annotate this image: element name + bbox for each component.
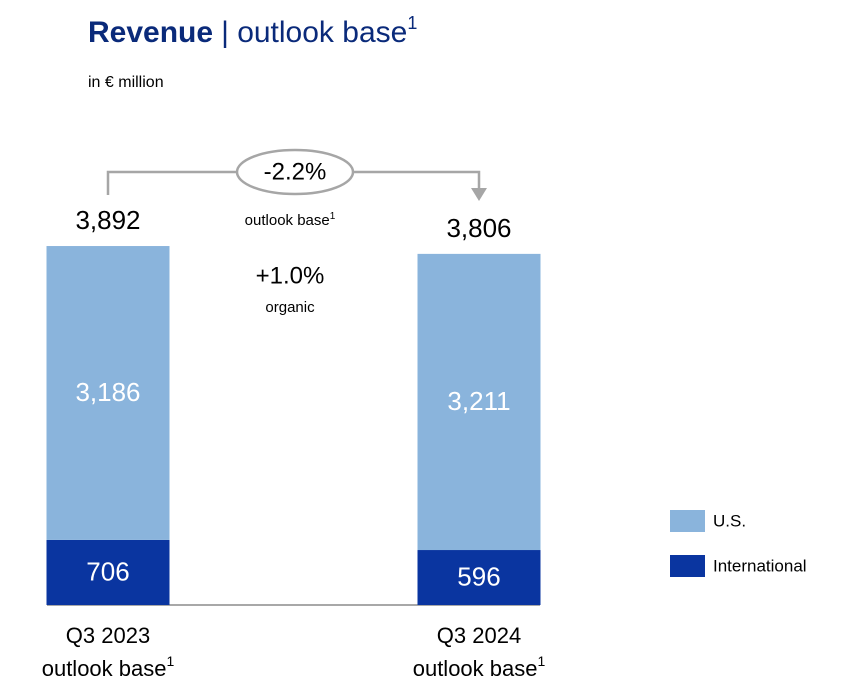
bar-segment [46, 246, 170, 540]
organic-label: +1.0% [256, 262, 325, 289]
footnote-mark: 1 [407, 13, 417, 33]
title-rest: | outlook base [221, 16, 407, 49]
segment-label: 3,186 [75, 377, 140, 407]
legend-label: International [713, 556, 807, 575]
footnote-mark: 1 [537, 653, 545, 669]
bracket-right [353, 170, 481, 190]
segment-label: 596 [457, 561, 500, 591]
note: outlook base [42, 656, 167, 681]
x-tick-label: Q3 2024 [437, 623, 521, 648]
bracket-left [106, 170, 237, 195]
legend-label: U.S. [713, 511, 746, 530]
bar-segment [46, 539, 170, 605]
legend-swatch [670, 510, 705, 532]
x-tick-note: outlook base1 [42, 653, 175, 681]
total-label: 3,892 [75, 205, 140, 235]
segment-label: 706 [86, 556, 129, 586]
segment-label: 3,211 [447, 386, 510, 416]
title-main: Revenue [88, 16, 213, 49]
change-note: outlook base1 [245, 211, 336, 229]
note: outlook base [245, 212, 330, 229]
legend-swatch [670, 555, 705, 577]
footnote-mark: 1 [166, 653, 174, 669]
organic-note: organic [265, 299, 315, 316]
subtitle: in € million [88, 74, 164, 91]
arrow-head [471, 188, 487, 201]
change-label: -2.2% [264, 158, 327, 185]
bar-segment [417, 550, 541, 605]
footnote-mark: 1 [330, 211, 336, 222]
change-ellipse [235, 148, 355, 196]
note: outlook base [413, 656, 538, 681]
x-tick-note: outlook base1 [413, 653, 546, 681]
chart-title: Revenue | outlook base1 [88, 13, 417, 49]
total-label: 3,806 [446, 213, 511, 243]
x-tick-label: Q3 2023 [66, 623, 150, 648]
bar-segment [417, 253, 541, 551]
bracket [106, 148, 481, 196]
